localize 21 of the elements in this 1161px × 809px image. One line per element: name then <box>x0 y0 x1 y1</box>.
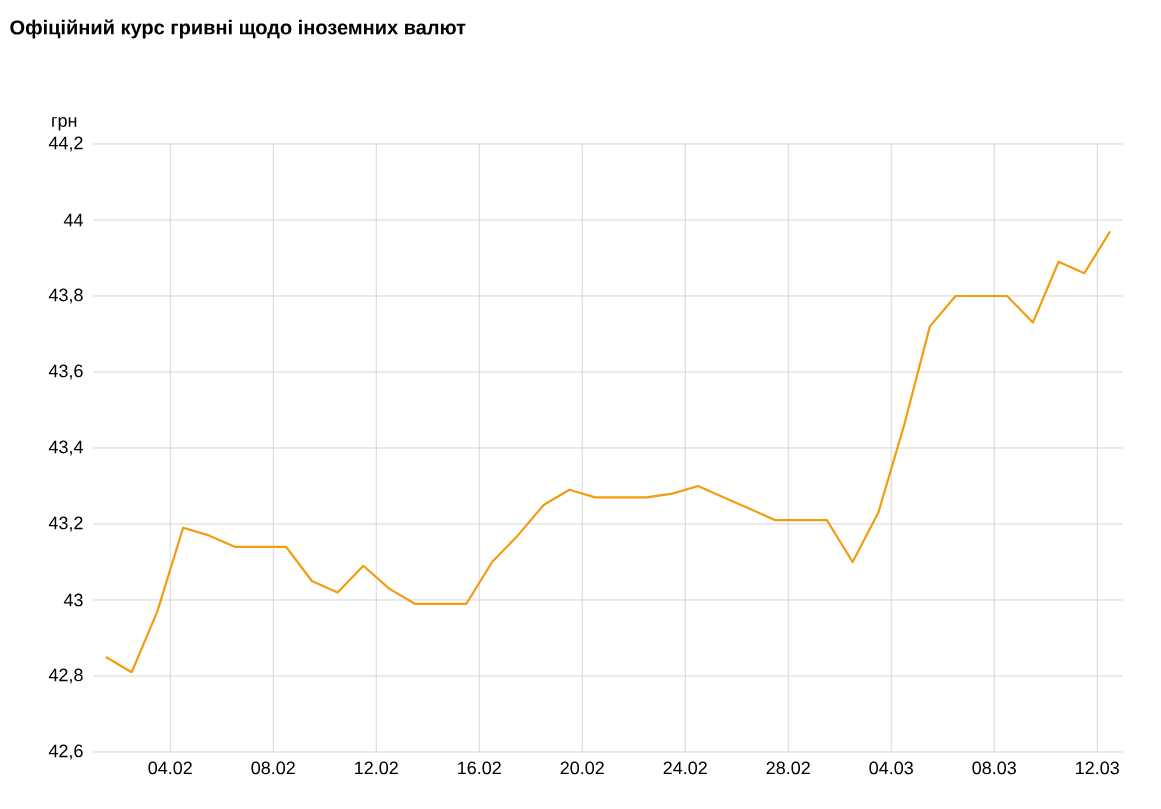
y-tick-label: 42,8 <box>48 668 83 684</box>
y-tick-label: 43,6 <box>48 364 83 380</box>
y-tick-label: 43 <box>63 593 83 607</box>
y-tick-label: 42,6 <box>48 744 83 760</box>
y-tick-label: 44,2 <box>48 136 83 152</box>
y-tick-label: 43,2 <box>48 516 83 532</box>
x-tick-label: 28.02 <box>766 761 810 775</box>
x-tick-label: 12.02 <box>355 761 398 775</box>
x-tick-label: 16.02 <box>458 761 501 775</box>
y-tick-label: 43,4 <box>48 440 83 456</box>
y-tick-label: 43,8 <box>48 288 83 304</box>
x-tick-label: 12.03 <box>1076 761 1119 775</box>
x-tick-label: 24.02 <box>663 761 707 775</box>
chart-title: Офіційний курс гривні щодо іноземних валют <box>10 19 466 39</box>
x-tick-label: 04.03 <box>869 761 913 775</box>
x-tick-label: 08.02 <box>251 761 295 775</box>
y-axis-title: грн <box>52 117 77 131</box>
x-tick-label: 20.02 <box>560 761 604 775</box>
x-tick-label: 08.03 <box>972 761 1016 775</box>
x-tick-label: 04.02 <box>148 761 192 775</box>
y-tick-label: 44 <box>63 213 83 227</box>
